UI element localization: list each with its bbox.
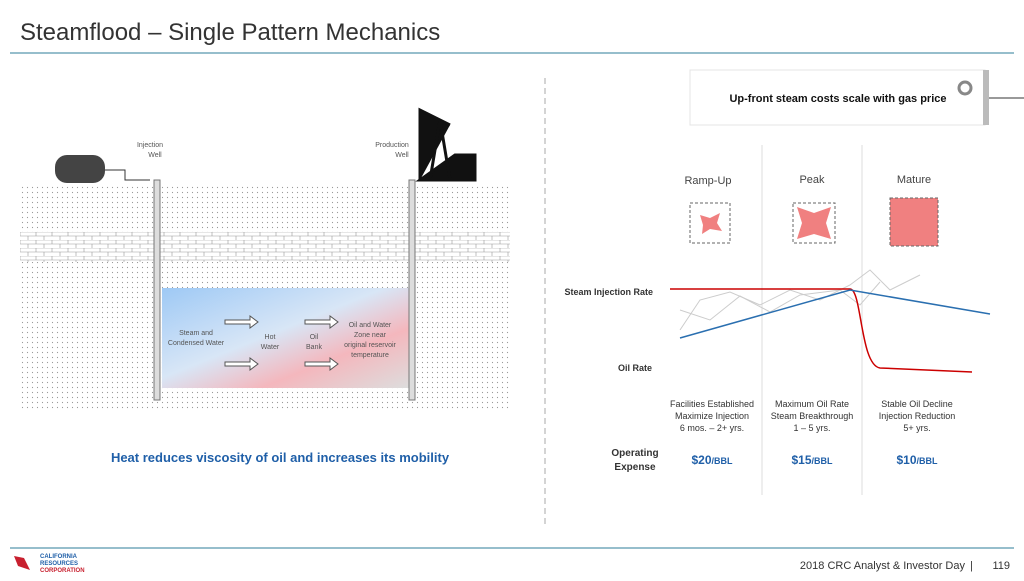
stage: Ramp-Up — [684, 175, 731, 187]
price: $15 — [791, 453, 811, 467]
label: Water — [261, 344, 280, 351]
stage-description: Maximum Oil Rate — [775, 399, 849, 409]
opex-label: Operating — [611, 448, 658, 459]
label: Injection — [137, 142, 163, 149]
label: Condensed Water — [168, 340, 225, 347]
logo-text: CORPORATION — [40, 568, 85, 574]
callout-bar — [983, 70, 989, 125]
stage-description: Maximize Injection — [675, 411, 749, 421]
opex-value: $20/BBL — [691, 453, 733, 467]
opex-value: $15/BBL — [791, 453, 833, 467]
flow-arrows — [224, 315, 339, 371]
axis-label: Steam Injection Rate — [564, 287, 653, 297]
pattern-icons — [689, 197, 939, 247]
unit: /BBL — [812, 456, 833, 466]
logo-mark — [14, 556, 30, 570]
logo-text: CALIFORNIA — [40, 554, 78, 560]
stage-description: 1 – 5 yrs. — [793, 423, 830, 433]
label: Zone near — [354, 332, 387, 339]
logo-text: RESOURCES — [40, 561, 78, 567]
callout-text: Up-front steam costs scale with gas pric… — [729, 93, 946, 105]
label: Oil — [310, 334, 319, 341]
callout-box — [689, 69, 986, 126]
footer-separator: | — [970, 560, 973, 572]
label: Oil and Water — [349, 322, 392, 329]
opex-value: $10/BBL — [896, 453, 938, 467]
unit: /BBL — [712, 456, 733, 466]
reservoir — [162, 288, 410, 388]
stage-description: Injection Reduction — [879, 411, 956, 421]
label: Bank — [306, 344, 322, 351]
ground — [20, 185, 510, 410]
price: $20 — [691, 453, 711, 467]
label: Production — [375, 142, 409, 149]
injection-well — [153, 179, 161, 401]
stage-description: Steam Breakthrough — [771, 411, 854, 421]
stage-description: 5+ yrs. — [903, 423, 930, 433]
axis-label: Oil Rate — [618, 363, 652, 373]
production-well — [408, 179, 416, 401]
unit: /BBL — [917, 456, 938, 466]
label: Hot — [265, 334, 276, 341]
stage: Mature — [897, 174, 931, 186]
stage-description: 6 mos. – 2+ yrs. — [680, 423, 744, 433]
price: $10 — [896, 453, 916, 467]
illustrative-curves — [670, 269, 991, 373]
label: Well — [148, 152, 162, 159]
footer-event: 2018 CRC Analyst & Investor Day — [800, 560, 966, 572]
stage: Peak — [799, 174, 825, 186]
stage-description: Facilities Established — [670, 399, 754, 409]
caption: Heat reduces viscosity of oil and increa… — [111, 450, 450, 465]
opex-label: Expense — [614, 462, 656, 473]
label: Well — [395, 152, 409, 159]
stage-description: Stable Oil Decline — [881, 399, 953, 409]
label: temperature — [351, 352, 389, 359]
title: Steamflood – Single Pattern Mechanics — [20, 19, 440, 46]
key-icon — [957, 80, 973, 96]
label: original reservoir — [344, 342, 396, 349]
page-number: 119 — [992, 560, 1010, 572]
surface-equipment — [55, 107, 477, 183]
label: Steam and — [179, 330, 213, 337]
